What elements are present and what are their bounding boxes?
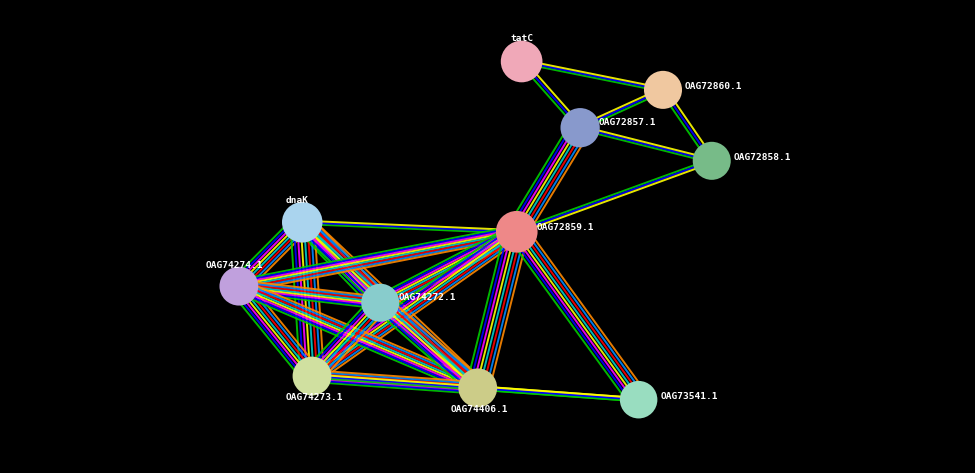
Text: OAG74273.1: OAG74273.1 bbox=[286, 393, 342, 403]
Text: tatC: tatC bbox=[510, 34, 533, 44]
Point bbox=[304, 372, 320, 380]
Text: dnaK: dnaK bbox=[286, 195, 309, 205]
Text: OAG72858.1: OAG72858.1 bbox=[734, 153, 791, 163]
Text: OAG72859.1: OAG72859.1 bbox=[537, 223, 594, 233]
Point bbox=[704, 157, 720, 165]
Text: OAG72860.1: OAG72860.1 bbox=[685, 81, 742, 91]
Point bbox=[372, 299, 388, 307]
Point bbox=[509, 228, 525, 236]
Point bbox=[572, 124, 588, 131]
Text: OAG74406.1: OAG74406.1 bbox=[451, 405, 508, 414]
Point bbox=[514, 58, 529, 65]
Point bbox=[231, 282, 247, 290]
Point bbox=[631, 396, 646, 403]
Text: OAG73541.1: OAG73541.1 bbox=[661, 392, 718, 402]
Point bbox=[294, 219, 310, 226]
Text: OAG74272.1: OAG74272.1 bbox=[399, 293, 455, 303]
Point bbox=[655, 86, 671, 94]
Text: OAG74274.1: OAG74274.1 bbox=[206, 261, 262, 271]
Point bbox=[470, 384, 486, 392]
Text: OAG72857.1: OAG72857.1 bbox=[599, 118, 655, 128]
